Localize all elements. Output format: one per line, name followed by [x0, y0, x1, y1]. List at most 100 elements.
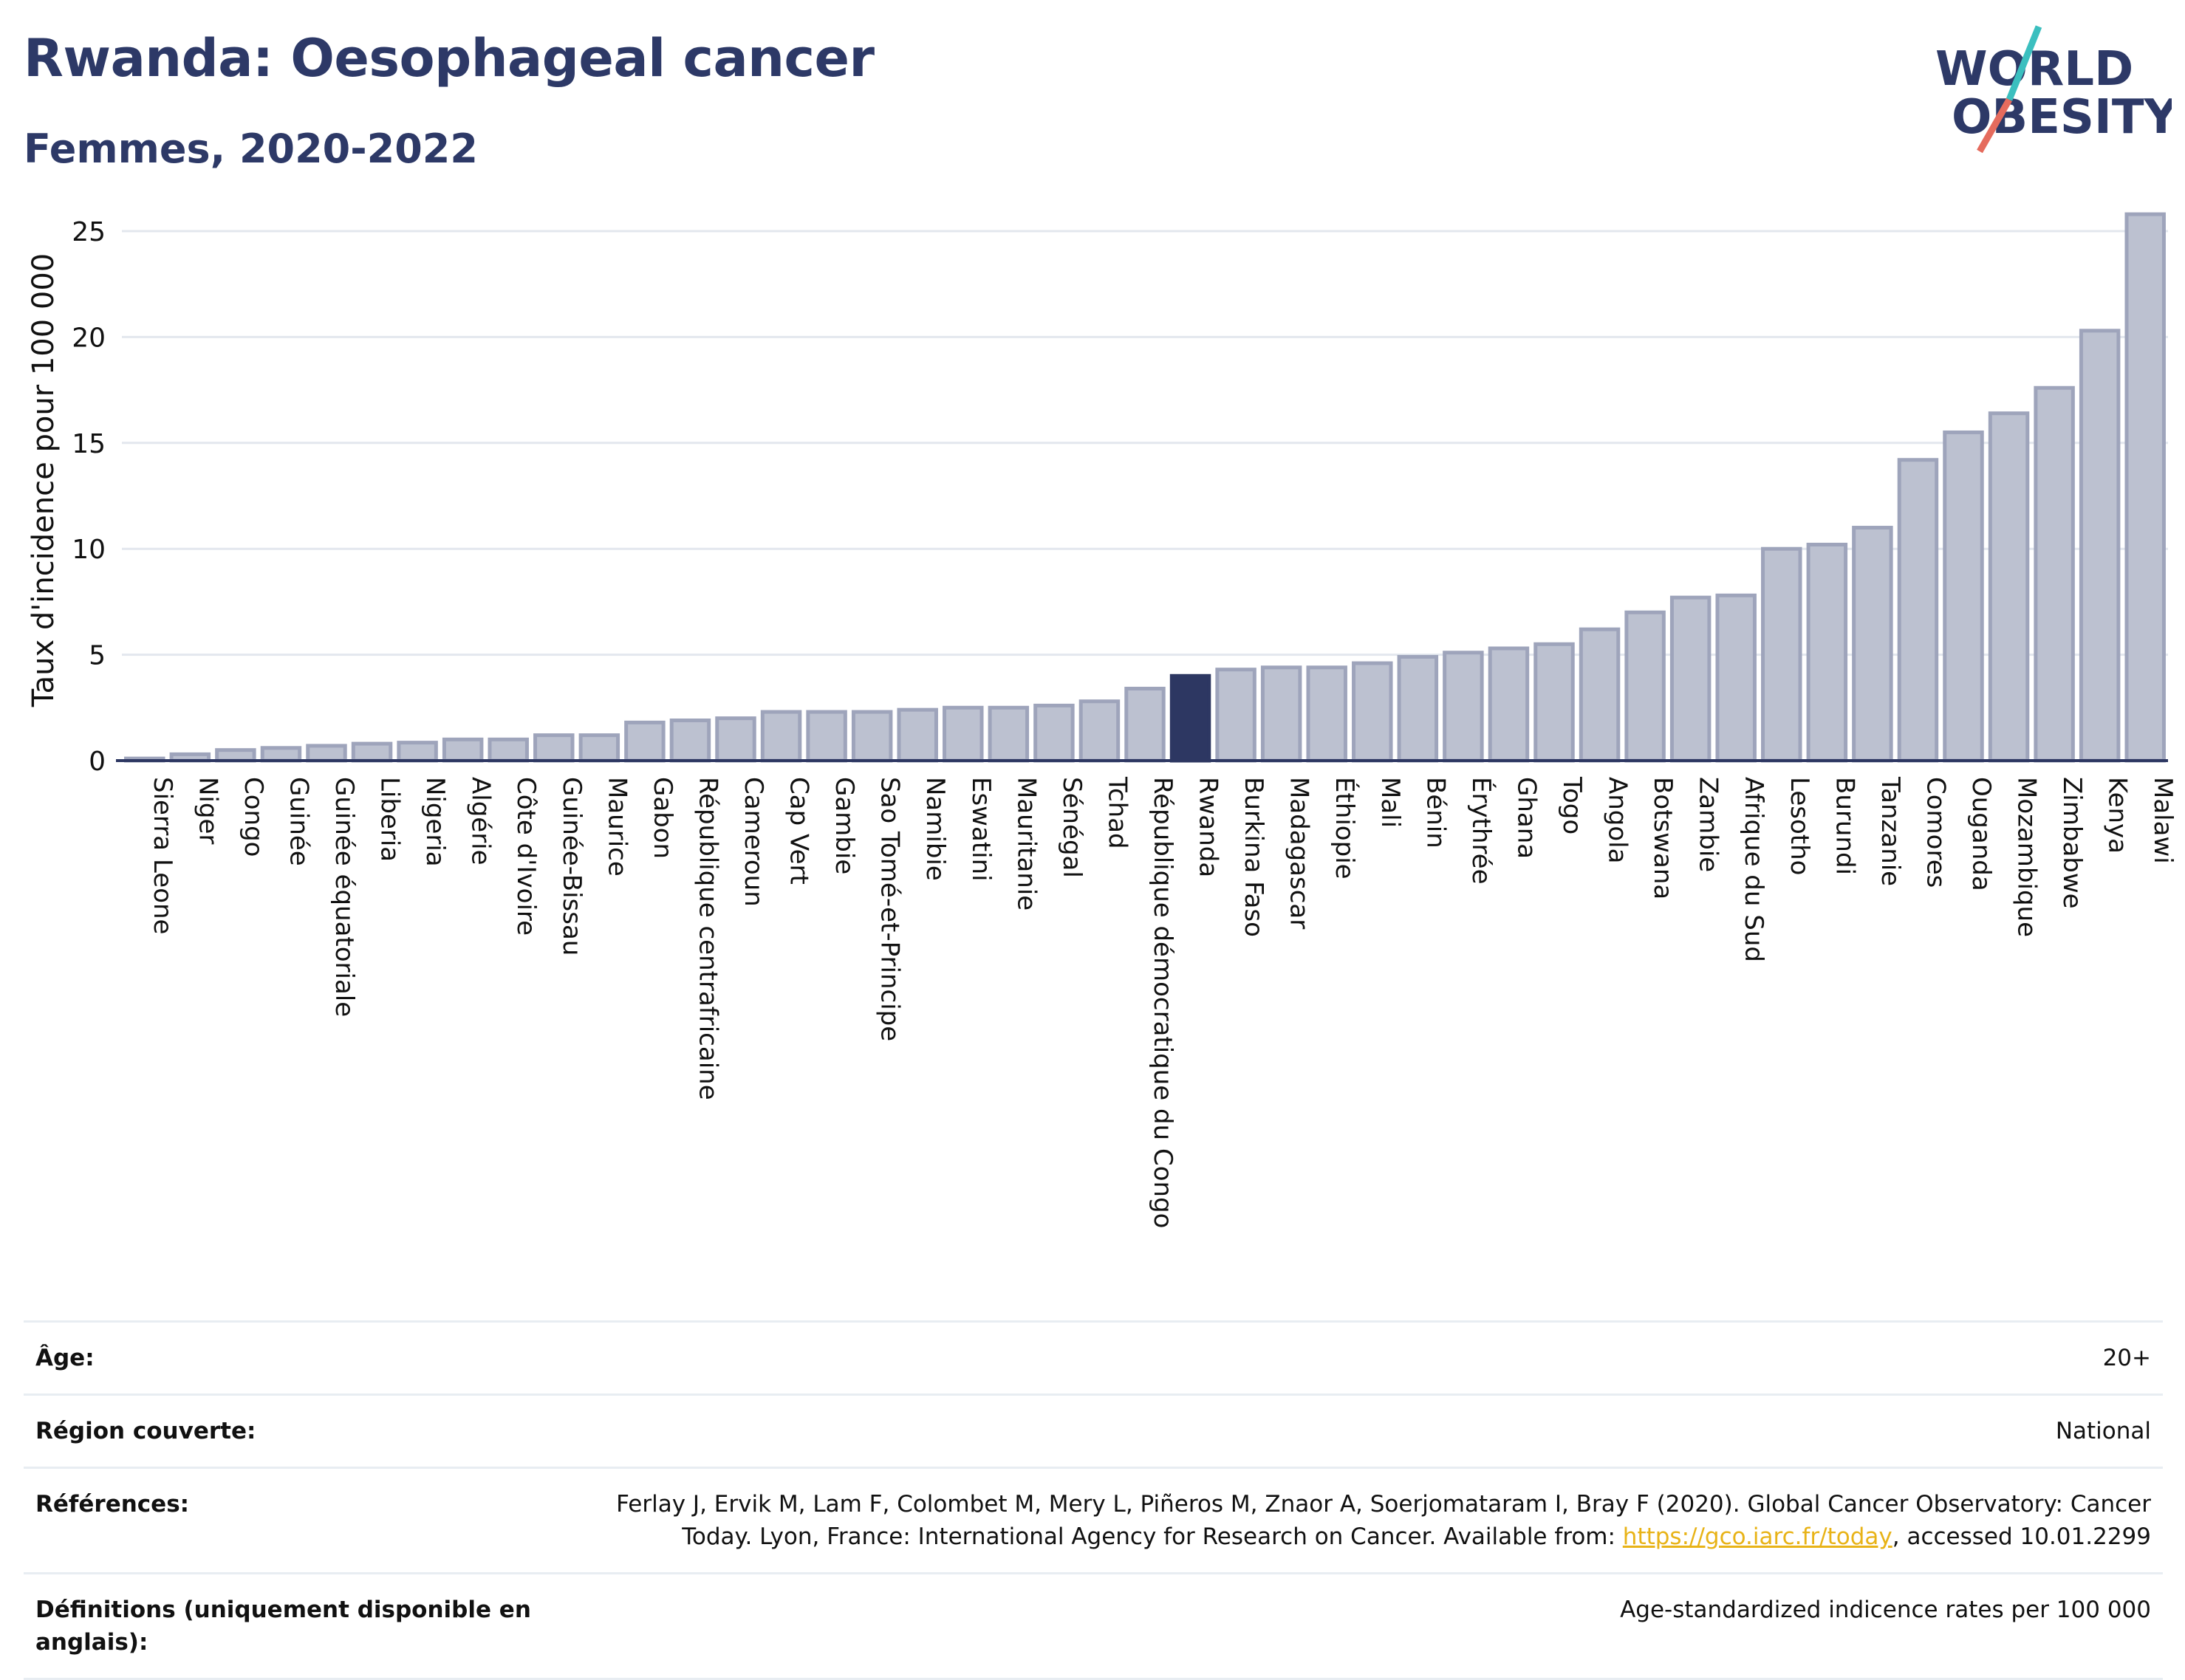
bar: [1306, 665, 1347, 763]
bar-chart: 0 5 10 15 20 25 Sierra Leone Niger Congo Guinée G…: [27, 212, 2178, 1228]
info-row-region: Région couverte: National: [24, 1393, 2163, 1467]
bar: [1488, 646, 1530, 763]
bar: [943, 705, 984, 763]
x-tick-label: Rwanda: [1194, 777, 1223, 877]
info-value-definitions: Age-standardized indicence rates per 100…: [1620, 1597, 2151, 1623]
x-tick-label: Burundi: [1830, 777, 1859, 875]
info-label-references: Références:: [35, 1491, 190, 1518]
x-tick-label: Togo: [1557, 776, 1587, 834]
x-tick-label: Zambie: [1694, 777, 1723, 872]
x-tick-label: Bénin: [1420, 777, 1450, 848]
x-tick-label: Tchad: [1102, 776, 1132, 849]
logo-slash-top: [2006, 25, 2042, 101]
x-tick-label: Kenya: [2103, 777, 2133, 854]
info-value-references: Ferlay J, Ervik M, Lam F, Colombet M, Me…: [538, 1488, 2151, 1553]
bar: [1215, 668, 1256, 763]
info-label-region: Région couverte:: [35, 1418, 256, 1444]
bar: [1669, 595, 1712, 763]
x-tick-label: Guinée: [284, 777, 313, 866]
bars: [124, 212, 2166, 763]
bar: [1852, 526, 1893, 763]
bar: [1897, 458, 1939, 763]
reference-line-1: Ferlay J, Ervik M, Lam F, Colombet M, Me…: [616, 1491, 2151, 1518]
info-value-age: 20+: [2102, 1345, 2151, 1371]
y-tick-label: 10: [72, 535, 106, 565]
x-tick-labels: Sierra Leone Niger Congo Guinée Guinée équat…: [148, 776, 2178, 1228]
x-tick-label: Mali: [1375, 777, 1405, 828]
world-obesity-logo: WORLD OBESITY: [1935, 25, 2172, 154]
x-tick-label: Eswatini: [966, 777, 996, 882]
bar: [760, 710, 802, 763]
x-tick-label: Lesotho: [1785, 777, 1814, 875]
x-tick-label: Zimbabwe: [2057, 777, 2087, 909]
bar-highlighted: [1169, 673, 1211, 763]
bar: [669, 719, 711, 763]
bar: [397, 741, 438, 763]
x-tick-label: Algérie: [466, 777, 496, 865]
bar: [1806, 542, 1848, 763]
x-tick-label: Botswana: [1648, 777, 1678, 899]
x-tick-label: Guinée équatoriale: [329, 777, 359, 1017]
info-label-age: Âge:: [35, 1345, 95, 1371]
y-tick-label: 25: [72, 217, 106, 247]
info-table: Âge: 20+ Région couverte: National Référ…: [24, 1320, 2163, 1680]
chart-title: Rwanda: Oesophageal cancer: [24, 28, 875, 89]
bar: [1624, 610, 1666, 763]
bar: [624, 720, 666, 763]
x-tick-label: Sénégal: [1057, 777, 1087, 878]
bar: [806, 710, 847, 763]
x-tick-label: Tanzanie: [1875, 776, 1905, 886]
bar: [533, 733, 575, 763]
x-tick-label: Sierra Leone: [148, 777, 177, 934]
y-tick-label: 0: [89, 747, 106, 777]
x-tick-label: Érythrée: [1466, 777, 1497, 885]
bar: [1352, 661, 1393, 763]
bar: [1579, 627, 1621, 763]
info-row-definitions: Définitions (uniquement disponible en an…: [24, 1572, 2163, 1680]
bar: [306, 744, 347, 763]
bar: [2079, 329, 2121, 763]
bar: [260, 746, 302, 763]
reference-line-2-suffix: , accessed 10.01.2299: [1892, 1523, 2151, 1550]
info-label-definitions: Définitions (uniquement disponible en an…: [35, 1597, 531, 1656]
x-tick-label: Afrique du Sud: [1739, 777, 1768, 962]
x-tick-label: Comores: [1921, 777, 1950, 888]
bar: [1397, 654, 1439, 763]
bar: [1124, 686, 1166, 763]
x-tick-label: Namibie: [920, 777, 950, 881]
reference-line-2: Today. Lyon, France: International Agenc…: [538, 1520, 2151, 1553]
x-tick-label: Madagascar: [1285, 777, 1314, 929]
bar: [897, 707, 938, 763]
x-tick-label: Congo: [239, 777, 268, 857]
bar: [215, 748, 256, 763]
x-tick-label: République centrafricaine: [693, 777, 722, 1100]
bar: [715, 716, 756, 763]
x-tick-label: Maurice: [602, 777, 632, 877]
bar: [1533, 642, 1575, 763]
x-tick-label: Mozambique: [2012, 777, 2042, 937]
bar: [1078, 699, 1121, 763]
bar: [2034, 385, 2075, 763]
bar: [488, 737, 529, 763]
bar: [851, 710, 893, 763]
bar: [1443, 651, 1484, 763]
y-tick-label: 20: [72, 323, 106, 353]
y-axis-label: Taux d'incidence pour 100 000: [27, 253, 61, 707]
logo-slash-bottom: [1977, 97, 2012, 154]
x-tick-label: Gambie: [830, 777, 859, 874]
bar: [2124, 212, 2166, 763]
x-tick-label: Côte d'Ivoire: [511, 777, 541, 936]
x-tick-label: Malawi: [2148, 777, 2178, 864]
x-tick-label: Niger: [193, 777, 222, 844]
y-tick-label: 15: [72, 429, 106, 459]
reference-link[interactable]: https://gco.iarc.fr/today: [1622, 1523, 1892, 1550]
x-tick-label: Mauritanie: [1011, 777, 1041, 911]
chart-subtitle: Femmes, 2020-2022: [24, 126, 478, 172]
info-row-references: Références: Ferlay J, Ervik M, Lam F, Co…: [24, 1467, 2163, 1572]
x-tick-label: Nigeria: [420, 777, 450, 867]
x-tick-label: Ouganda: [1966, 777, 1996, 891]
x-tick-label: Guinée-Bissau: [557, 777, 587, 956]
x-tick-label: Liberia: [375, 777, 405, 862]
x-tick-label: Burkina Faso: [1239, 777, 1268, 937]
logo-text-world: WORLD: [1935, 42, 2133, 97]
